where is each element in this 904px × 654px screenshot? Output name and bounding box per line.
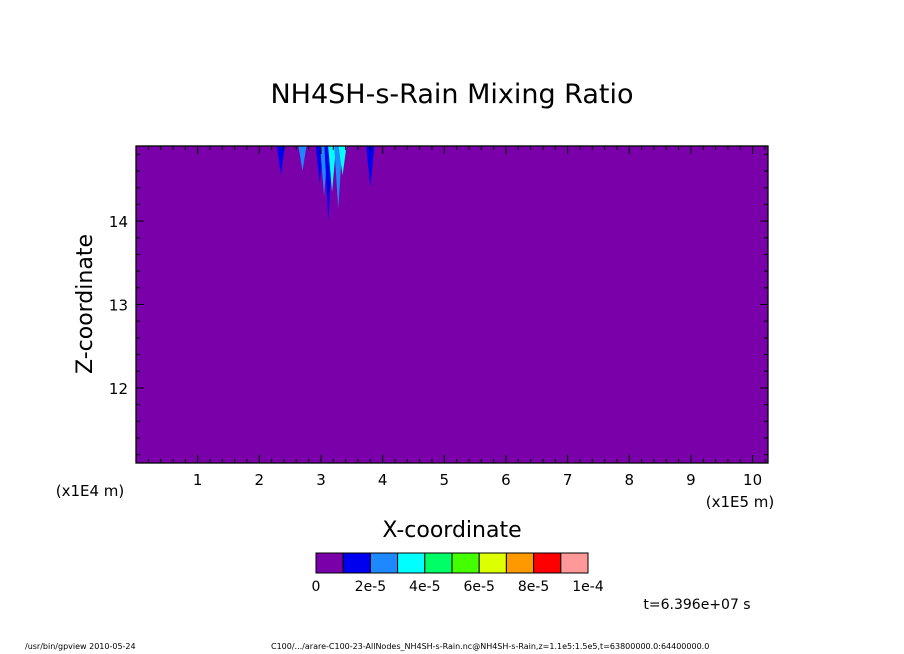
colorbar-swatch	[560, 552, 589, 574]
x-tick-label: 6	[501, 471, 511, 489]
colorbar-label: 4e-5	[409, 579, 440, 595]
colorbar-swatch	[424, 552, 453, 574]
heatmap-feature	[338, 146, 347, 176]
x-tick-label: 2	[255, 471, 265, 489]
colorbar-label: 0	[312, 579, 321, 595]
colorbar-swatch	[342, 552, 371, 574]
x-tick-label: 8	[624, 471, 634, 489]
footer-right: C100/.../arare-C100-23-AllNodes_NH4SH-s-…	[271, 642, 710, 651]
y-tick-label: 13	[109, 297, 128, 315]
x-axis-label: X-coordinate	[382, 518, 521, 543]
colorbar-swatch	[505, 552, 535, 574]
heatmap-background	[136, 146, 768, 463]
colorbar-label: 6e-5	[463, 579, 494, 595]
x-tick-label: 7	[563, 471, 573, 489]
x-tick-label: 10	[743, 471, 762, 489]
colorbar: 0 2e-5 4e-5 6e-5 8e-5 1e-4	[312, 552, 604, 595]
chart-title: NH4SH-s-Rain Mixing Ratio	[270, 79, 633, 110]
x-scale-label: (x1E5 m)	[706, 493, 775, 511]
heatmap-feature	[334, 146, 343, 209]
y-scale-label: (x1E4 m)	[56, 482, 125, 500]
heatmap-feature	[366, 146, 375, 188]
colorbar-swatch	[397, 552, 426, 574]
x-tick-label: 4	[378, 471, 388, 489]
colorbar-label: 1e-4	[572, 579, 604, 595]
y-tick-label: 12	[109, 380, 128, 398]
plot-area	[135, 145, 769, 464]
x-tick-label: 5	[440, 471, 450, 489]
colorbar-swatch	[315, 552, 344, 574]
heatmap-feature	[328, 146, 337, 192]
x-tick-label: 9	[686, 471, 696, 489]
colorbar-label: 2e-5	[355, 579, 386, 595]
y-tick-label: 14	[109, 213, 128, 231]
heatmap-feature	[276, 146, 285, 176]
colorbar-swatch	[478, 552, 507, 574]
colorbar-swatch	[533, 552, 562, 574]
x-tick-label: 1	[193, 471, 203, 489]
x-tick-label: 3	[316, 471, 326, 489]
footer-left: /usr/bin/gpview 2010-05-24	[25, 642, 136, 651]
x-axis: 1 2 3 4 5 6 7 8 9 10	[147, 146, 766, 489]
y-axis-label: Z-coordinate	[73, 234, 98, 374]
time-label: t=6.396e+07 s	[643, 597, 750, 613]
colorbar-swatch	[369, 552, 399, 574]
y-axis: 12 13 14	[109, 153, 768, 456]
colorbar-swatch	[451, 552, 480, 574]
colorbar-label: 8e-5	[518, 579, 549, 595]
heatmap-feature	[298, 146, 307, 172]
